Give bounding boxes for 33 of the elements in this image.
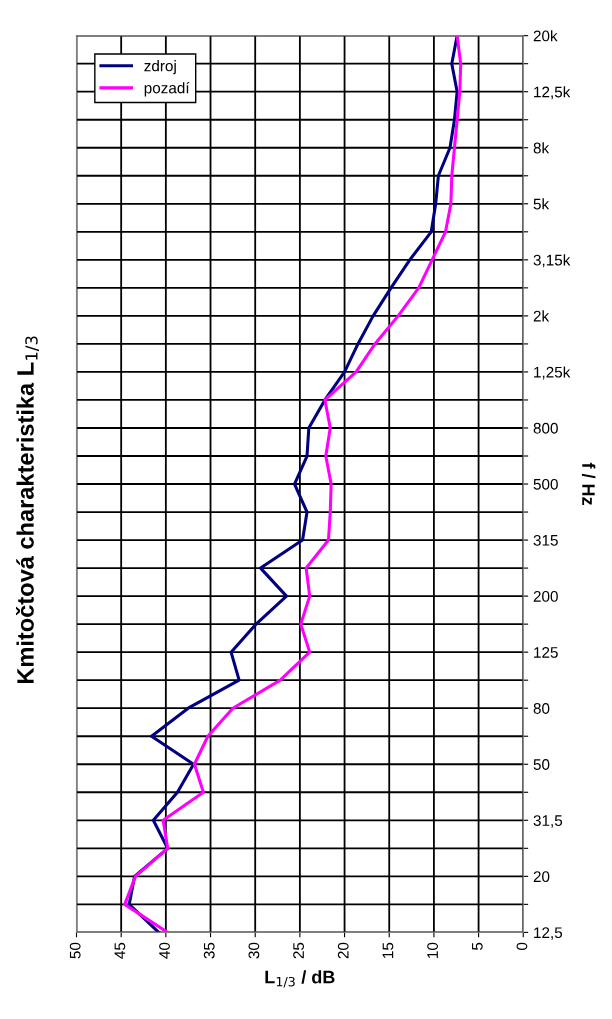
y-tick-label: 1,25k <box>534 366 571 380</box>
y-axis-title: f / Hz <box>581 462 596 505</box>
x-tick-label: 40 <box>159 942 170 959</box>
x-tick-label: 20 <box>337 942 349 959</box>
x-tick-label: 30 <box>248 942 260 959</box>
legend-label: pozadí <box>144 81 190 97</box>
y-tick-label: 200 <box>533 590 558 602</box>
x-tick-label: 45 <box>114 942 126 959</box>
y-tick-label: 500 <box>533 478 558 490</box>
legend-label: zdroj <box>144 60 176 75</box>
y-tick-label: 12,5k <box>534 86 571 100</box>
x-tick-label: 50 <box>69 942 81 959</box>
y-tick-label: 800 <box>533 422 558 434</box>
y-tick-label: 80 <box>533 703 550 714</box>
y-tick-label: 2k <box>533 310 550 322</box>
y-tick-label: 8k <box>533 142 550 154</box>
y-tick-label: 31,5 <box>533 815 563 828</box>
y-tick-label: 20 <box>533 871 550 883</box>
x-axis-title: L$_{1/3}$ / dB <box>265 970 335 988</box>
y-tick-label: 12,5 <box>534 927 563 940</box>
x-tick-label: 25 <box>293 942 304 959</box>
y-tick-label: 50 <box>533 759 550 770</box>
x-tick-label: 10 <box>427 942 439 958</box>
y-tick-label: 315 <box>533 534 558 546</box>
x-tick-label: 5 <box>472 942 483 950</box>
y-tick-label: 20k <box>533 30 558 42</box>
text: Kmitočtová charakteristika L$_{1/3}$ <box>15 336 40 684</box>
y-tick-label: 125 <box>534 647 558 658</box>
x-tick-label: 15 <box>382 942 394 958</box>
y-tick-label: 3,15k <box>533 254 571 268</box>
y-tick-label: 5k <box>533 198 550 210</box>
x-tick-label: 35 <box>203 942 215 959</box>
x-tick-label: 0 <box>516 942 528 951</box>
